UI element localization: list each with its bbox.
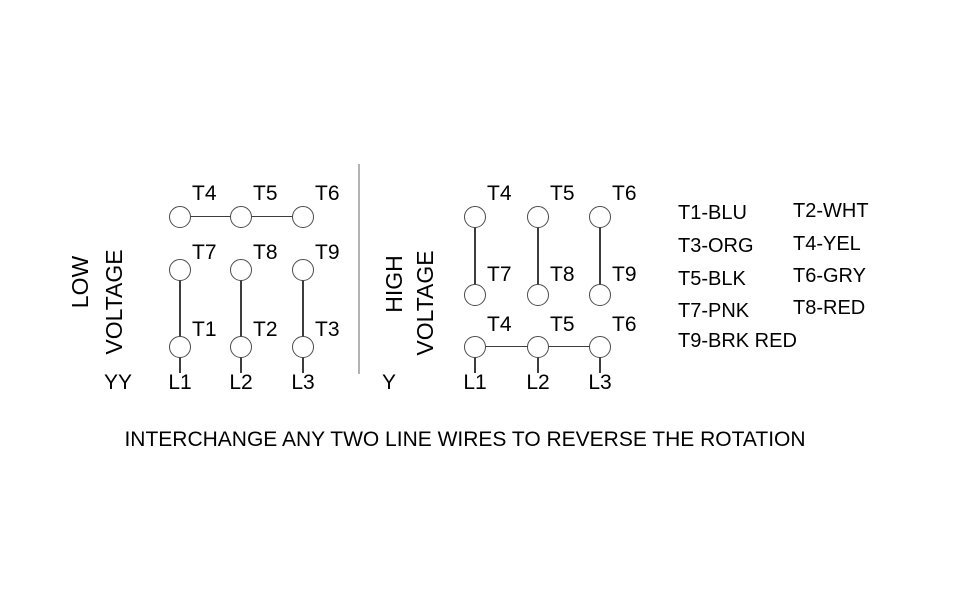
legend-entry: T3-ORG xyxy=(678,235,754,257)
low-voltage-label-word1: LOW xyxy=(67,255,93,309)
wire-to-l2 xyxy=(537,347,539,373)
terminal-circle-bottom-3 xyxy=(589,336,611,358)
terminal-circle-t4 xyxy=(169,206,191,228)
terminal-circle-t8 xyxy=(527,284,549,306)
line-wire-label: L1 xyxy=(168,371,192,394)
wire-t7-t1 xyxy=(179,270,181,347)
high-voltage-label-word1: HIGH xyxy=(381,255,407,313)
high-voltage-connection-code: Y xyxy=(382,371,397,394)
rotation-reversal-instruction: INTERCHANGE ANY TWO LINE WIRES TO REVERS… xyxy=(124,428,806,451)
line-wire-label: L2 xyxy=(526,371,550,394)
terminal-circle-t2 xyxy=(230,336,252,358)
legend-entry: T4-YEL xyxy=(793,233,861,255)
legend-entry: T9-BRK RED xyxy=(678,330,797,352)
low-voltage-connection-code: YY xyxy=(104,371,133,394)
terminal-label: T3 xyxy=(315,318,340,341)
wire-t1-l1 xyxy=(179,347,181,373)
wire-t8-t2 xyxy=(240,270,242,347)
terminal-circle-t8 xyxy=(230,259,252,281)
wire-to-l3 xyxy=(599,347,601,373)
wire-t3-l3 xyxy=(302,347,304,373)
terminal-circle-t1 xyxy=(169,336,191,358)
terminal-circle-t7 xyxy=(464,284,486,306)
terminal-circle-t3 xyxy=(292,336,314,358)
diagram-divider xyxy=(358,164,360,374)
terminal-label: T6 xyxy=(612,182,637,205)
wire-t2-l2 xyxy=(240,347,242,373)
legend-entry: T2-WHT xyxy=(793,200,869,222)
wire-to-l1 xyxy=(474,347,476,373)
terminal-circle-t6 xyxy=(292,206,314,228)
terminal-circle-t5 xyxy=(527,206,549,228)
wire-t5-t8 xyxy=(537,217,539,295)
terminal-circle-t9 xyxy=(292,259,314,281)
terminal-label: T5 xyxy=(253,182,278,205)
terminal-label: T8 xyxy=(550,263,575,286)
terminal-circle-t5 xyxy=(230,206,252,228)
terminal-label: T9 xyxy=(612,263,637,286)
terminal-circle-t4 xyxy=(464,206,486,228)
line-wire-label: L3 xyxy=(291,371,315,394)
terminal-label: T4 xyxy=(487,313,512,336)
wire-t9-t3 xyxy=(302,270,304,347)
legend-entry: T7-PNK xyxy=(678,300,750,322)
wire-t6-t9 xyxy=(599,217,601,295)
terminal-label: T7 xyxy=(192,241,217,264)
terminal-label: T6 xyxy=(315,182,340,205)
terminal-label: T5 xyxy=(550,313,575,336)
high-voltage-label-word2: VOLTAGE xyxy=(412,250,438,356)
terminal-label: T1 xyxy=(192,318,217,341)
legend-entry: T5-BLK xyxy=(678,268,746,290)
legend-entry: T1-BLU xyxy=(678,202,747,224)
wire-t4-t7 xyxy=(474,217,476,295)
terminal-circle-t9 xyxy=(589,284,611,306)
line-wire-label: L2 xyxy=(229,371,253,394)
terminal-circle-bottom-1 xyxy=(464,336,486,358)
terminal-label: T4 xyxy=(192,182,217,205)
terminal-label: T8 xyxy=(253,241,278,264)
line-wire-label: L1 xyxy=(463,371,487,394)
line-wire-label: L3 xyxy=(588,371,612,394)
legend-entry: T6-GRY xyxy=(793,265,866,287)
terminal-label: T7 xyxy=(487,263,512,286)
terminal-label: T4 xyxy=(487,182,512,205)
terminal-label: T2 xyxy=(253,318,278,341)
legend-entry: T8-RED xyxy=(793,297,866,319)
low-voltage-label-word2: VOLTAGE xyxy=(101,249,127,355)
terminal-label: T5 xyxy=(550,182,575,205)
terminal-circle-t7 xyxy=(169,259,191,281)
terminal-label: T9 xyxy=(315,241,340,264)
terminal-circle-bottom-2 xyxy=(527,336,549,358)
terminal-circle-t6 xyxy=(589,206,611,228)
terminal-label: T6 xyxy=(612,313,637,336)
